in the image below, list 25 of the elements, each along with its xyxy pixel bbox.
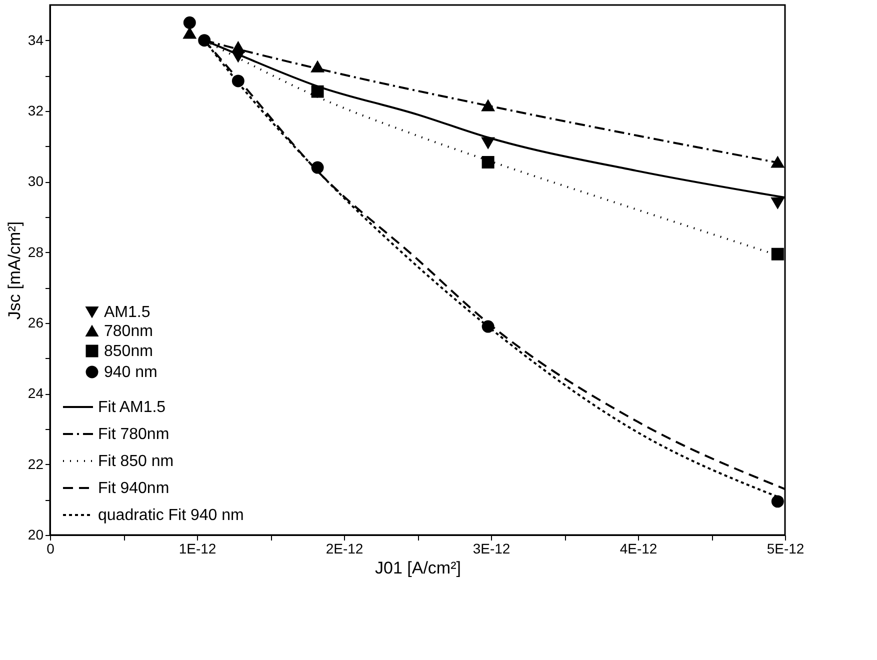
- x-tick-label: 3E-12: [472, 540, 510, 556]
- y-tick-label: 28: [28, 244, 44, 260]
- x-tick-label: 5E-12: [766, 540, 804, 556]
- y-tick-label: 22: [28, 456, 44, 472]
- x-tick-label: 4E-12: [620, 540, 658, 556]
- y-tick-label: 20: [28, 526, 44, 542]
- legend-label: Fit 780nm: [98, 426, 170, 443]
- legend-label: AM1.5: [104, 304, 150, 321]
- y-tick-label: 30: [28, 173, 44, 190]
- legend-label: Fit 940nm: [98, 480, 170, 497]
- x-tick-label: 1E-12: [178, 540, 216, 556]
- legend-label: Fit AM1.5: [98, 399, 166, 416]
- legend-label: 940 nm: [104, 364, 158, 381]
- y-tick-label: 32: [28, 102, 44, 118]
- x-tick-label: 2E-12: [326, 540, 364, 556]
- x-axis-title: J01 [A/cm²]: [375, 558, 461, 578]
- y-tick-label: 26: [28, 314, 44, 330]
- y-tick-label: 34: [28, 32, 44, 48]
- legend-label: quadratic Fit 940 nm: [98, 507, 244, 524]
- y-axis-title: Jsc [mA/cm²]: [4, 221, 24, 320]
- y-tick-label: 24: [28, 385, 44, 402]
- x-tick-label: 0: [46, 540, 55, 556]
- legend-label: 850nm: [104, 343, 153, 360]
- legend-label: Fit 850 nm: [98, 453, 174, 470]
- legend-label: 780nm: [104, 323, 153, 340]
